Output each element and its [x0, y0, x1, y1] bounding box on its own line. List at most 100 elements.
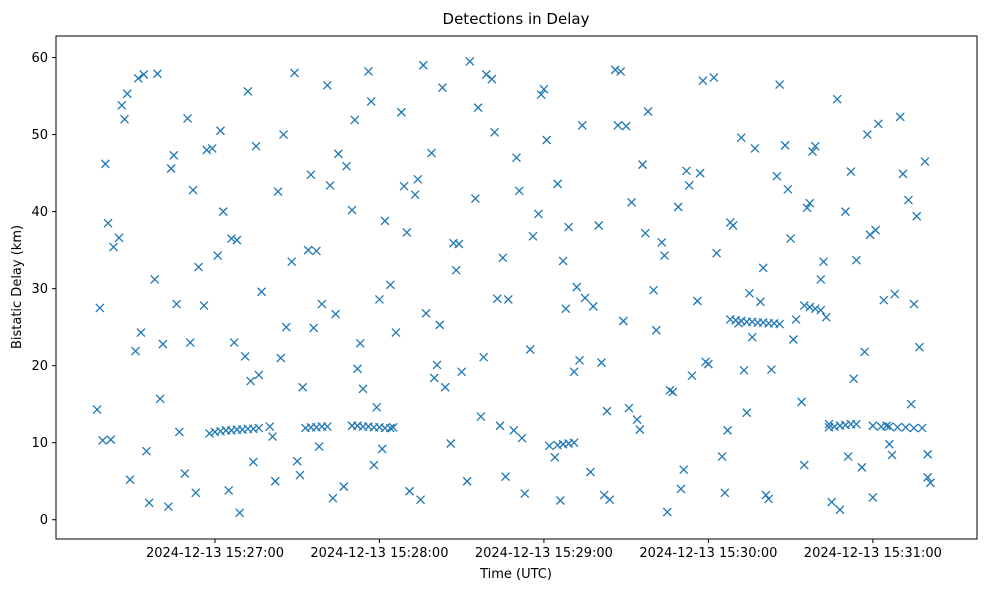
- data-point-marker: [388, 422, 398, 432]
- data-point-marker: [558, 256, 568, 266]
- data-point-marker: [446, 439, 456, 448]
- data-point-marker: [799, 301, 809, 311]
- data-point-marker: [539, 84, 549, 94]
- data-point-marker: [816, 274, 826, 284]
- marker-layer: [92, 56, 935, 518]
- plot-area-frame: [55, 35, 978, 540]
- data-point-marker: [199, 301, 209, 311]
- data-point-marker: [427, 148, 436, 158]
- data-point-marker: [879, 295, 889, 305]
- data-point-marker: [544, 441, 554, 451]
- data-point-marker: [166, 164, 176, 173]
- data-point-marker: [265, 422, 275, 431]
- data-point-marker: [810, 304, 820, 314]
- x-tick-label: 2024-12-13 15:28:00: [310, 546, 448, 561]
- data-point-marker: [399, 181, 409, 191]
- data-point-marker: [542, 135, 552, 145]
- data-point-marker: [893, 422, 902, 432]
- y-tick-label: 0: [40, 513, 48, 528]
- data-point-marker: [251, 141, 261, 151]
- data-point-marker: [350, 115, 360, 125]
- data-point-marker: [602, 406, 612, 416]
- data-point-marker: [717, 452, 727, 462]
- data-point-marker: [632, 415, 642, 425]
- data-point-marker: [676, 484, 686, 494]
- x-tick-label: 2024-12-13 15:31:00: [804, 546, 942, 561]
- data-point-marker: [605, 495, 615, 505]
- data-point-marker: [476, 412, 486, 421]
- data-point-marker: [846, 167, 856, 177]
- data-point-marker: [109, 242, 119, 252]
- data-point-marker: [232, 235, 242, 245]
- data-point-marker: [224, 486, 234, 495]
- data-point-marker: [597, 358, 606, 368]
- data-point-marker: [580, 293, 590, 303]
- data-point-marker: [613, 120, 623, 130]
- data-point-marker: [887, 450, 897, 460]
- data-point-marker: [207, 144, 217, 153]
- data-point-marker: [758, 263, 768, 273]
- data-point-marker: [106, 435, 116, 445]
- data-point-marker: [728, 221, 738, 230]
- data-point-marker: [347, 205, 357, 215]
- data-point-marker: [745, 288, 754, 298]
- data-point-marker: [723, 425, 733, 435]
- data-point-marker: [303, 245, 313, 255]
- data-point-marker: [194, 262, 203, 272]
- data-point-marker: [920, 157, 930, 167]
- data-point-marker: [385, 280, 395, 290]
- data-point-marker: [374, 294, 384, 304]
- data-point-marker: [766, 365, 776, 374]
- data-point-marker: [635, 425, 645, 435]
- data-point-marker: [396, 107, 406, 117]
- data-point-marker: [747, 332, 757, 342]
- data-point-marker: [772, 171, 782, 181]
- data-point-marker: [805, 302, 815, 312]
- data-point-marker: [98, 435, 108, 445]
- data-point-marker: [788, 335, 798, 344]
- data-point-marker: [832, 94, 842, 104]
- data-point-marker: [783, 184, 793, 194]
- data-point-marker: [155, 394, 165, 404]
- data-point-marker: [909, 423, 919, 433]
- data-point-marker: [914, 342, 924, 352]
- data-point-marker: [533, 209, 543, 219]
- data-point-marker: [840, 207, 850, 217]
- data-point-marker: [755, 297, 765, 307]
- data-point-marker: [328, 493, 338, 503]
- data-point-marker: [481, 70, 491, 79]
- data-point-marker: [213, 251, 223, 260]
- data-point-marker: [355, 338, 365, 348]
- data-point-marker: [281, 322, 291, 332]
- data-point-marker: [122, 89, 132, 99]
- data-point-marker: [925, 478, 935, 488]
- data-point-marker: [185, 338, 195, 348]
- data-point-marker: [188, 185, 198, 195]
- data-point-marker: [764, 494, 774, 504]
- data-point-marker: [279, 130, 288, 140]
- data-point-marker: [873, 119, 883, 129]
- data-point-marker: [402, 227, 412, 237]
- data-point-marker: [235, 508, 245, 518]
- data-point-marker: [643, 107, 653, 116]
- data-point-marker: [627, 197, 637, 207]
- data-point-marker: [322, 422, 332, 431]
- data-point-marker: [802, 203, 812, 213]
- data-point-marker: [470, 194, 480, 203]
- data-point-marker: [909, 299, 919, 309]
- data-point-marker: [586, 467, 595, 477]
- x-tick-label: 2024-12-13 15:27:00: [146, 546, 284, 561]
- data-point-marker: [418, 60, 428, 70]
- data-point-marker: [709, 73, 719, 83]
- data-point-marker: [780, 140, 790, 150]
- data-point-marker: [684, 180, 694, 190]
- data-point-marker: [594, 221, 604, 230]
- data-point-marker: [827, 497, 837, 507]
- data-point-marker: [180, 469, 190, 478]
- data-point-marker: [588, 301, 598, 311]
- data-point-marker: [202, 145, 212, 155]
- data-point-marker: [120, 114, 129, 124]
- data-point-marker: [775, 319, 785, 329]
- data-point-marker: [364, 66, 373, 76]
- data-point-marker: [835, 505, 845, 515]
